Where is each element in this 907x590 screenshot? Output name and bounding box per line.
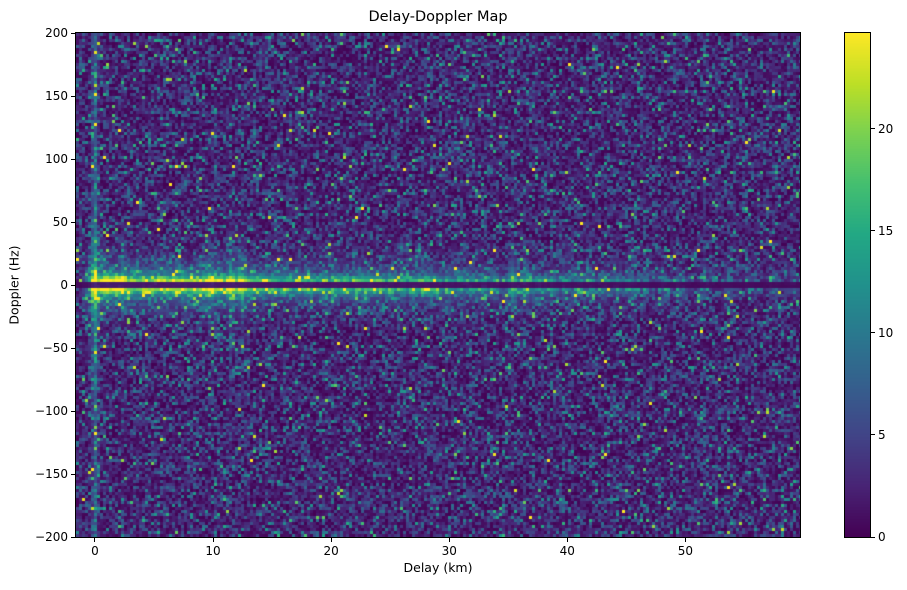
y-tick-label: 200 bbox=[45, 26, 68, 40]
colorbar-tick-mark bbox=[871, 230, 875, 232]
x-tick-label: 20 bbox=[323, 544, 339, 558]
colorbar-tick-mark bbox=[871, 434, 875, 436]
y-tick-label: 100 bbox=[45, 152, 68, 166]
y-tick-label: 150 bbox=[45, 89, 68, 103]
plot-area bbox=[75, 32, 801, 538]
x-tick-mark bbox=[448, 538, 450, 542]
x-tick-label: 10 bbox=[205, 544, 221, 558]
y-tick-label: −100 bbox=[35, 404, 68, 418]
y-tick-mark bbox=[71, 473, 75, 475]
x-tick-mark bbox=[212, 538, 214, 542]
colorbar bbox=[844, 32, 871, 538]
x-tick-mark bbox=[94, 538, 96, 542]
colorbar-canvas bbox=[845, 33, 870, 537]
y-tick-label: −50 bbox=[42, 341, 68, 355]
y-tick-mark bbox=[71, 32, 75, 34]
chart-title: Delay-Doppler Map bbox=[368, 9, 508, 25]
y-tick-label: 50 bbox=[52, 215, 68, 229]
y-tick-mark bbox=[71, 95, 75, 97]
colorbar-tick-label: 5 bbox=[878, 427, 886, 442]
colorbar-tick-label: 0 bbox=[878, 530, 886, 544]
y-axis-label: Doppler (Hz) bbox=[6, 245, 22, 325]
y-tick-label: −200 bbox=[35, 530, 68, 544]
x-tick-label: 0 bbox=[91, 544, 99, 558]
x-axis-label: Delay (km) bbox=[403, 560, 473, 575]
colorbar-tick-mark bbox=[871, 332, 875, 334]
colorbar-tick-mark bbox=[871, 128, 875, 130]
y-tick-mark bbox=[71, 284, 75, 286]
y-tick-mark bbox=[71, 158, 75, 160]
x-tick-label: 30 bbox=[441, 544, 457, 558]
y-tick-label: 0 bbox=[60, 278, 68, 292]
x-tick-mark bbox=[330, 538, 332, 542]
colorbar-tick-mark bbox=[871, 536, 875, 538]
x-tick-label: 50 bbox=[677, 544, 694, 558]
heatmap-canvas bbox=[76, 33, 800, 537]
x-tick-label: 40 bbox=[559, 544, 575, 558]
y-tick-mark bbox=[71, 536, 75, 538]
y-tick-mark bbox=[71, 347, 75, 349]
colorbar-tick-label: 15 bbox=[878, 223, 894, 238]
colorbar-tick-label: 10 bbox=[878, 325, 894, 340]
y-tick-label: −150 bbox=[35, 467, 68, 481]
x-tick-mark bbox=[566, 538, 568, 542]
y-tick-mark bbox=[71, 410, 75, 412]
colorbar-tick-label: 20 bbox=[878, 121, 894, 136]
y-tick-mark bbox=[71, 221, 75, 223]
x-tick-mark bbox=[684, 538, 686, 542]
